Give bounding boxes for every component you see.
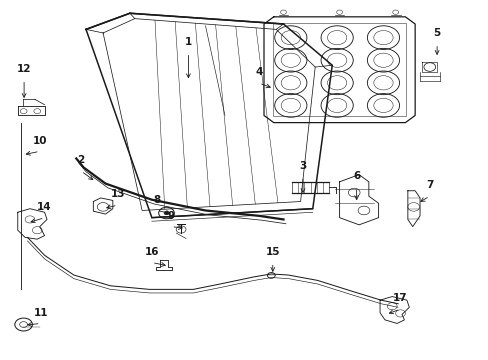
- Text: 12: 12: [17, 64, 31, 74]
- Text: 15: 15: [265, 247, 280, 257]
- Text: 2: 2: [78, 155, 84, 165]
- Text: 3: 3: [299, 161, 306, 171]
- Text: 11: 11: [33, 308, 48, 318]
- Text: 4: 4: [255, 67, 262, 77]
- Text: 8: 8: [153, 195, 160, 205]
- Text: 17: 17: [392, 293, 407, 303]
- Text: 7: 7: [425, 180, 432, 190]
- Text: 13: 13: [110, 189, 125, 199]
- Text: 14: 14: [37, 202, 52, 212]
- Text: 5: 5: [432, 28, 440, 38]
- Text: 10: 10: [32, 136, 47, 145]
- Text: 1: 1: [184, 37, 192, 47]
- Text: 9: 9: [167, 211, 175, 221]
- Text: 16: 16: [144, 247, 159, 257]
- Circle shape: [163, 211, 168, 215]
- Text: 6: 6: [352, 171, 360, 181]
